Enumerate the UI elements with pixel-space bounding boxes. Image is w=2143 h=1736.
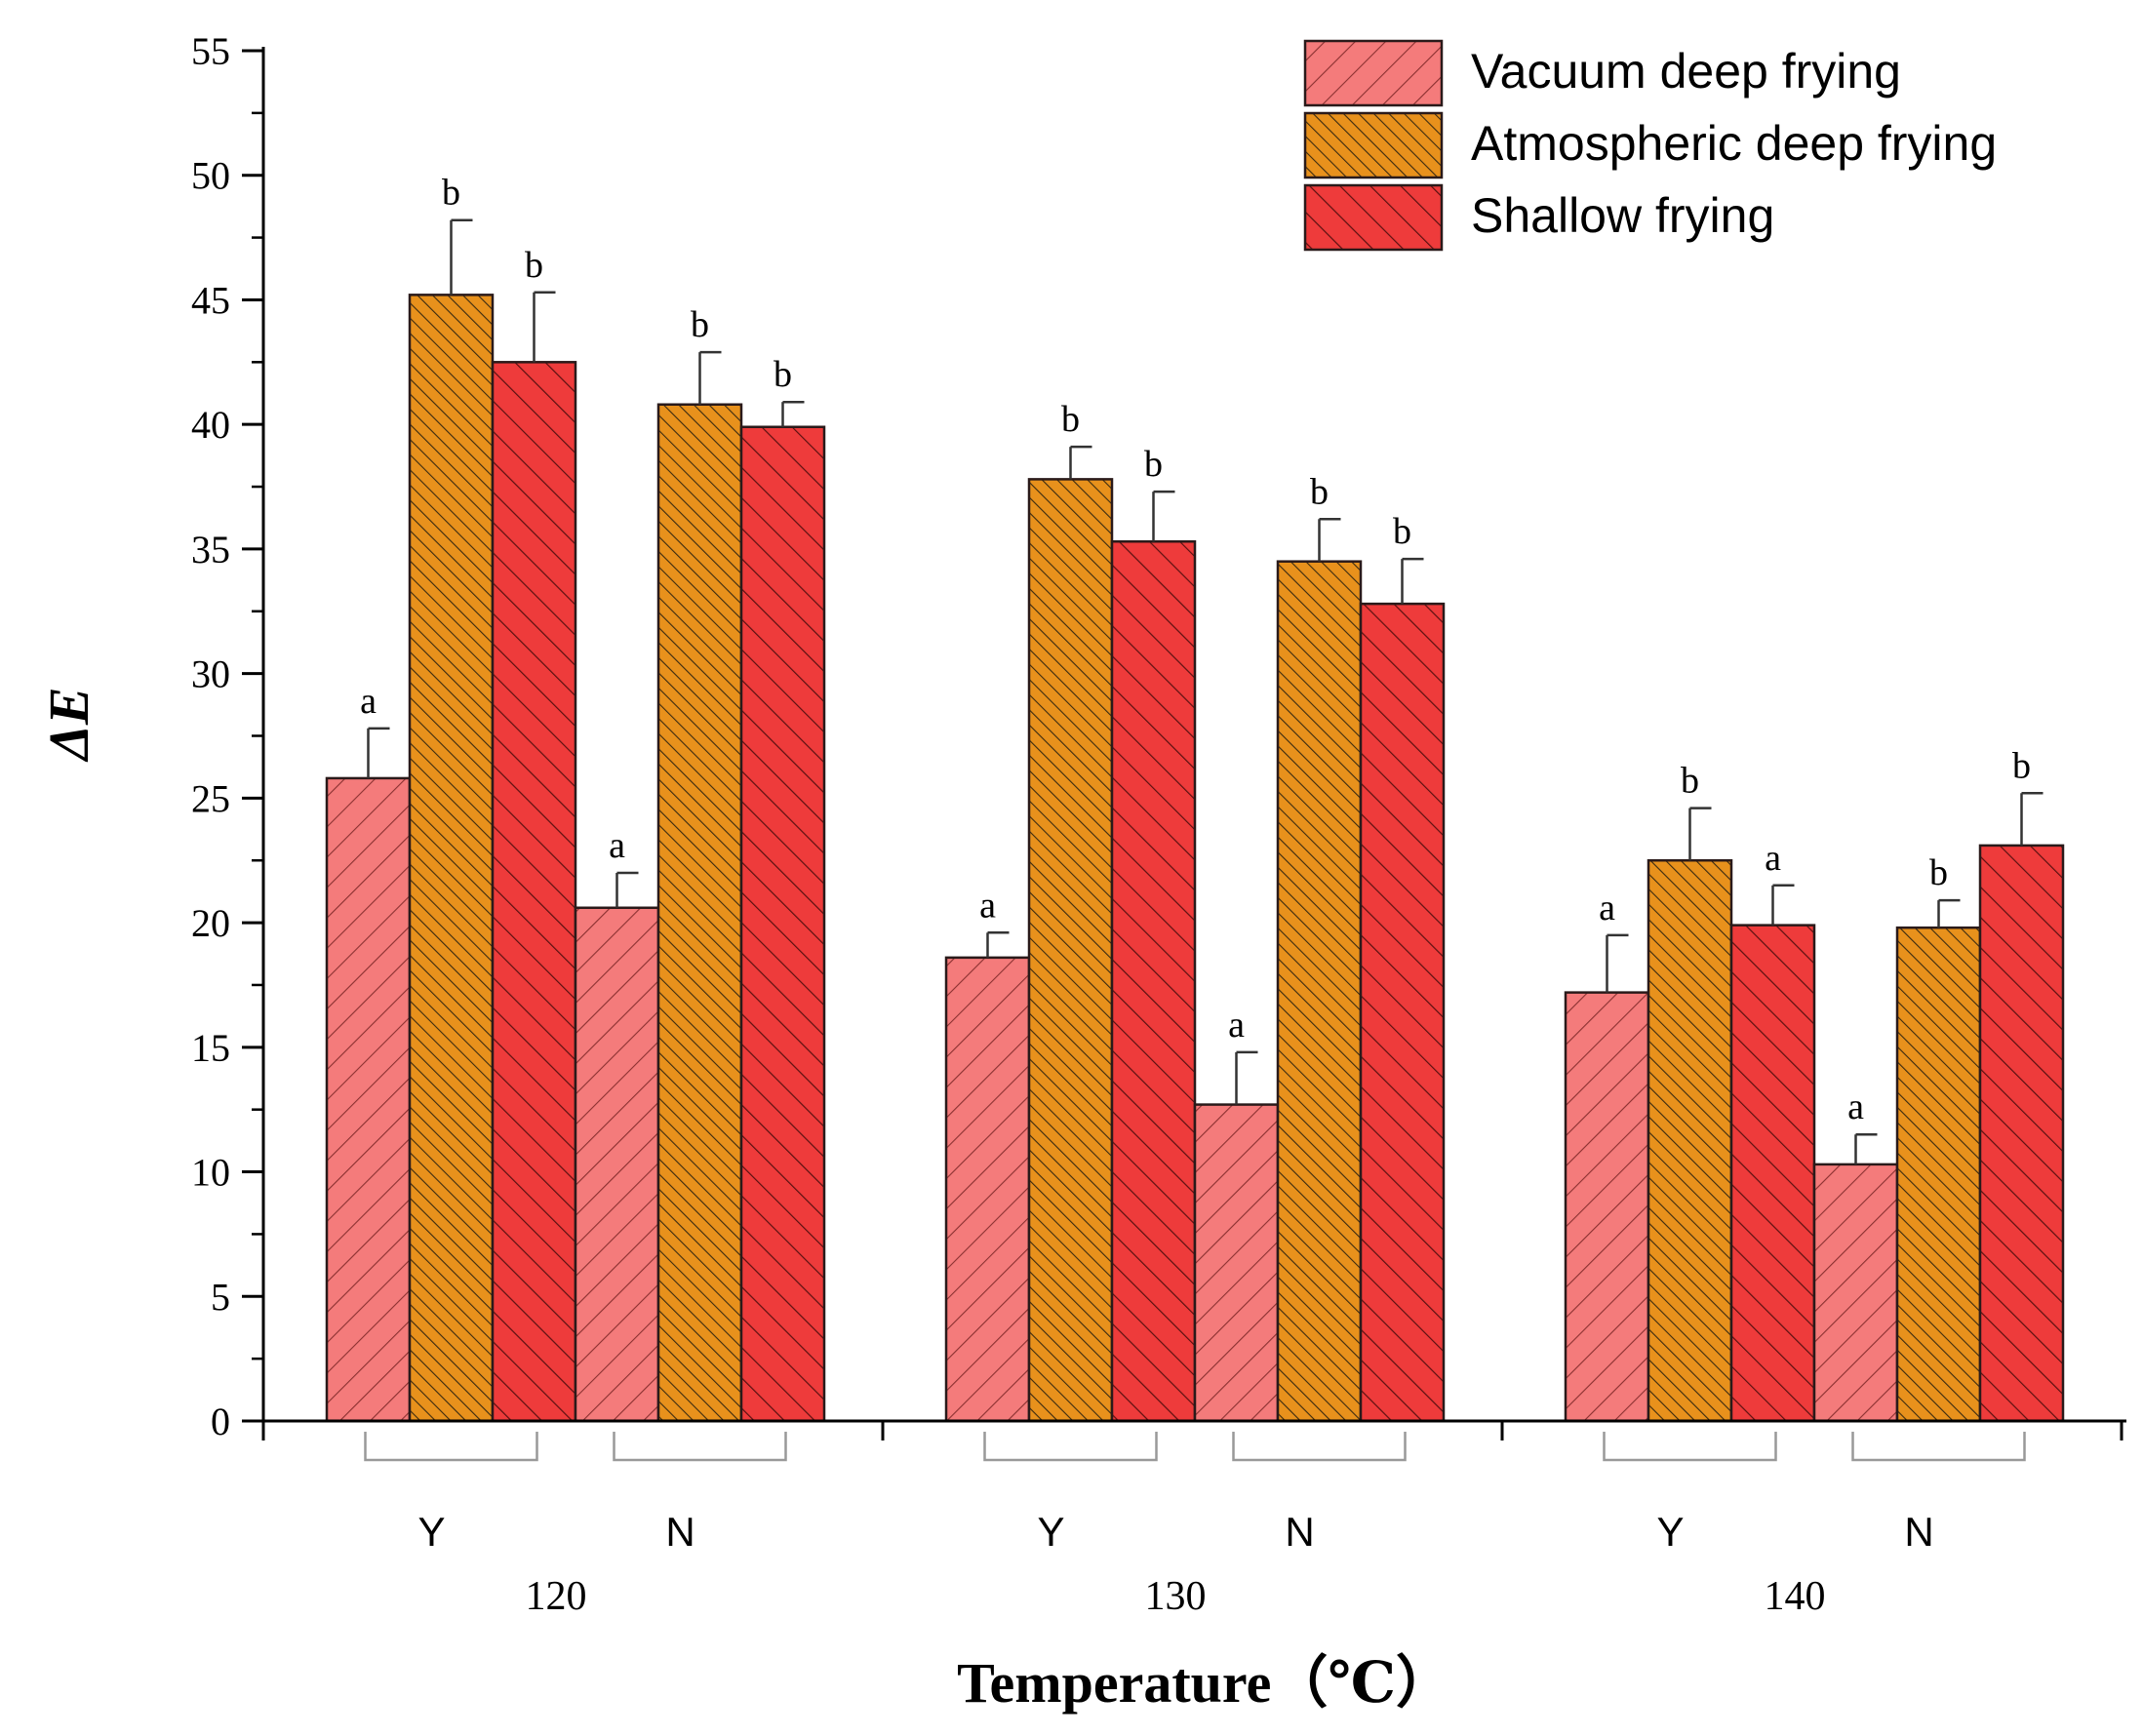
significance-letter: b xyxy=(2012,745,2031,786)
y-tick-label: 20 xyxy=(191,901,230,945)
x-axis-title: Temperature（℃） xyxy=(957,1651,1452,1715)
bar-hatch xyxy=(1812,1163,1899,1423)
y-axis-title: ΔE xyxy=(37,687,100,762)
bar-hatch xyxy=(739,425,826,1423)
subgroup-label: Y xyxy=(1656,1509,1684,1555)
significance-letter: a xyxy=(1847,1086,1864,1127)
legend: Vacuum deep frying Atmospheric deep fryin… xyxy=(1303,39,1997,252)
y-tick-label: 0 xyxy=(211,1400,230,1443)
bar-hatch xyxy=(1978,844,2065,1423)
y-axis-ticks: 0 5 10 15 20 25 30 35 40 45 50 55 xyxy=(191,29,263,1443)
legend-swatch-hatch xyxy=(1303,39,1444,107)
subgroup-bracket xyxy=(613,1432,787,1462)
bar-hatch xyxy=(408,294,495,1423)
bar-hatch xyxy=(944,956,1031,1423)
significance-letter: b xyxy=(1061,399,1080,440)
legend-label: Atmospheric deep frying xyxy=(1471,116,1997,171)
group-label: 140 xyxy=(1765,1574,1826,1619)
bar-hatch xyxy=(1729,924,1816,1423)
y-tick-label: 5 xyxy=(211,1275,230,1319)
y-tick-label: 40 xyxy=(191,403,230,447)
bar-hatch xyxy=(574,906,660,1423)
subgroup-bracket xyxy=(1232,1432,1407,1462)
x-axis-labels: Y N 120 Y N 130 Y N 140 xyxy=(364,1432,2026,1619)
subgroup-label: N xyxy=(1285,1509,1314,1555)
significance-letters: a b b a b b a b b a b b a b a a b b xyxy=(360,173,2031,1128)
bars xyxy=(325,294,2065,1423)
significance-letter: a xyxy=(360,681,377,722)
bar-hatch xyxy=(1564,991,1650,1423)
significance-letter: b xyxy=(1393,511,1411,552)
subgroup-bracket xyxy=(1603,1432,1777,1462)
y-tick-label: 55 xyxy=(191,29,230,73)
significance-letter: a xyxy=(1228,1005,1245,1046)
significance-letter: b xyxy=(1929,852,1948,893)
significance-letter: b xyxy=(691,304,709,345)
bar-hatch xyxy=(1027,478,1114,1423)
y-tick-label: 10 xyxy=(191,1151,230,1195)
subgroup-bracket xyxy=(983,1432,1158,1462)
significance-letter: b xyxy=(525,245,543,286)
significance-letter: b xyxy=(1144,444,1163,485)
bar-hatch xyxy=(656,403,743,1423)
y-tick-label: 35 xyxy=(191,528,230,572)
significance-letter: b xyxy=(1310,471,1329,512)
y-tick-label: 15 xyxy=(191,1026,230,1070)
y-tick-label: 30 xyxy=(191,652,230,696)
axes xyxy=(261,47,2126,1440)
bar-hatch xyxy=(325,776,412,1423)
subgroup-label: N xyxy=(665,1509,694,1555)
y-tick-label: 50 xyxy=(191,154,230,198)
group-label: 120 xyxy=(526,1574,587,1619)
bar-hatch xyxy=(1359,602,1446,1423)
significance-letter: b xyxy=(774,354,792,395)
significance-letter: a xyxy=(1765,838,1781,879)
bar-hatch xyxy=(1110,539,1197,1423)
group-label: 130 xyxy=(1145,1574,1207,1619)
significance-letter: a xyxy=(979,885,996,926)
legend-label: Shallow frying xyxy=(1471,188,1774,243)
bar-hatch xyxy=(1193,1103,1280,1423)
legend-label: Vacuum deep frying xyxy=(1471,44,1901,99)
significance-letter: b xyxy=(442,173,460,214)
subgroup-bracket xyxy=(364,1432,538,1462)
legend-swatch-hatch xyxy=(1303,111,1444,179)
y-tick-label: 45 xyxy=(191,278,230,322)
significance-letter: a xyxy=(609,825,625,866)
bar-hatch xyxy=(1276,560,1363,1423)
bar-hatch xyxy=(1895,926,1982,1423)
subgroup-label: N xyxy=(1904,1509,1933,1555)
subgroup-label: Y xyxy=(1037,1509,1064,1555)
bar-hatch xyxy=(1647,858,1733,1423)
y-tick-label: 25 xyxy=(191,776,230,820)
legend-swatch-hatch xyxy=(1303,183,1444,252)
bar-hatch xyxy=(491,361,577,1423)
error-bars xyxy=(367,218,2044,1164)
significance-letter: b xyxy=(1681,761,1699,802)
subgroup-bracket xyxy=(1851,1432,2026,1462)
significance-letter: a xyxy=(1599,888,1615,928)
subgroup-label: Y xyxy=(417,1509,445,1555)
